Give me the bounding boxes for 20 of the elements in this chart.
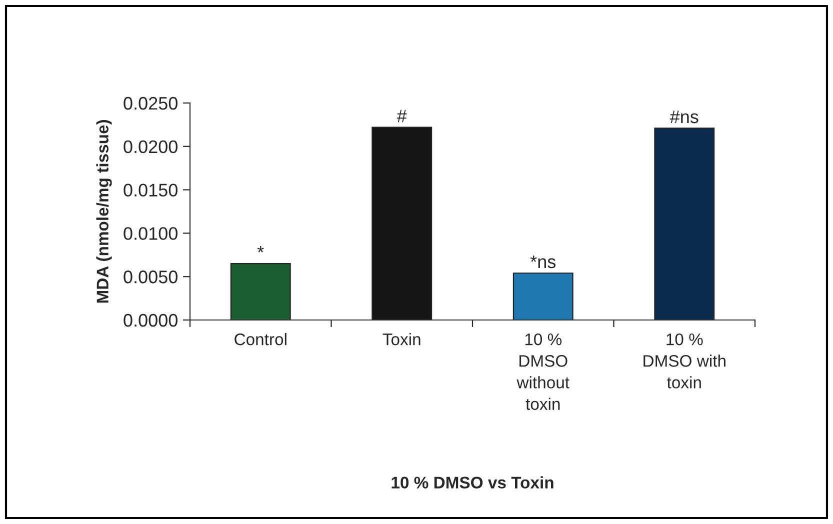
- y-tick-label: 0.0150: [124, 184, 178, 197]
- y-axis-title: MDA (nmole/mg tissue): [96, 120, 112, 303]
- y-tick-label: 0.0250: [124, 96, 178, 110]
- x-tick-label: Control: [234, 333, 286, 346]
- x-tick-label: Toxin: [382, 333, 420, 346]
- y-tick-label: 0.0050: [124, 270, 178, 284]
- y-tick-label: 0.0000: [124, 314, 178, 327]
- bar: [512, 272, 574, 320]
- data-label: #ns: [670, 110, 698, 124]
- bar: [230, 263, 291, 320]
- data-label: *: [257, 246, 264, 252]
- x-tick-label: 10 % DMSO without toxin: [516, 333, 570, 410]
- data-label: #: [396, 110, 407, 122]
- x-axis-title: 10 % DMSO vs Toxin: [392, 476, 554, 488]
- y-tick-label: 0.0200: [124, 140, 178, 154]
- bar: [372, 126, 432, 320]
- bar: [654, 128, 715, 320]
- y-tick-label: 0.0100: [124, 227, 178, 240]
- data-label: *ns: [530, 256, 556, 268]
- x-tick-label: 10 % DMSO with toxin: [644, 333, 726, 388]
